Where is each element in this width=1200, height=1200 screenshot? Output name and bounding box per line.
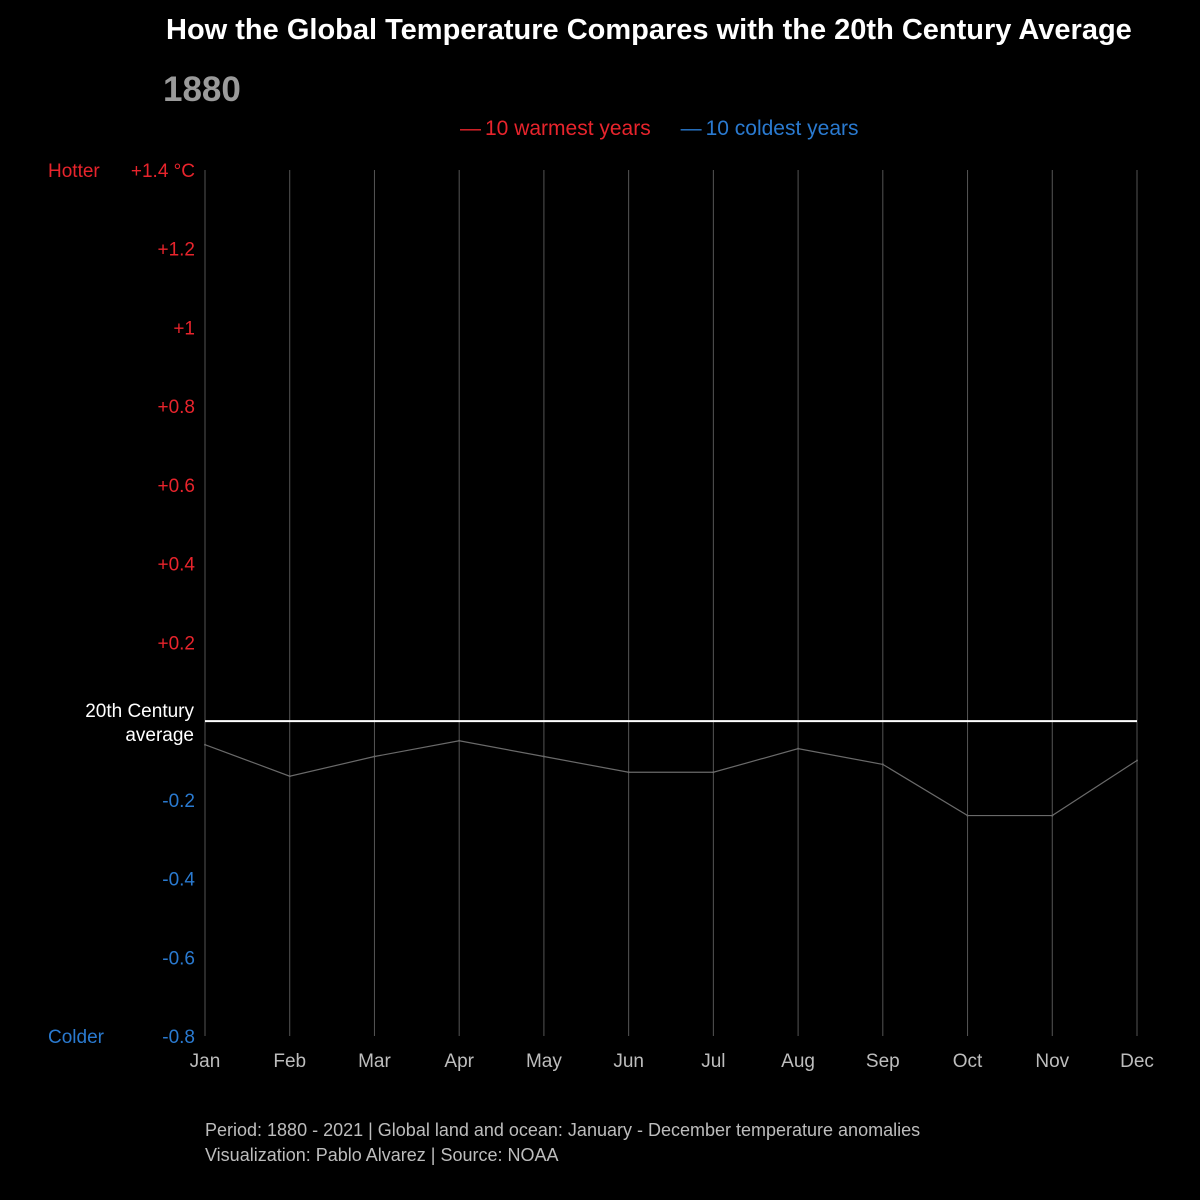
legend: —10 warmest years —10 coldest years [460,117,883,141]
y-tick-label: +1.2 [157,240,195,261]
legend-warmest-marker: — [460,117,481,140]
data-point-jun [627,771,630,774]
legend-coldest-marker: — [680,117,702,140]
y-tick-label: +1 [173,318,195,339]
y-tick-label: +0.2 [157,633,195,654]
x-tick-label-jun: Jun [613,1051,644,1072]
data-point-nov [1051,814,1054,817]
data-point-aug [797,747,800,750]
colder-label: Colder [48,1027,105,1048]
data-point-dec [1136,759,1138,762]
baseline-label-line1: 20th Century [85,701,194,722]
y-tick-label: +1.4 °C [131,161,195,182]
data-point-mar [373,755,376,758]
x-tick-label-aug: Aug [781,1051,815,1072]
y-tick-label: -0.8 [162,1027,195,1048]
x-tick-label-oct: Oct [953,1051,983,1072]
y-tick-label: -0.2 [162,791,195,812]
legend-coldest: —10 coldest years [681,117,859,140]
data-point-may [542,755,545,758]
y-tick-label: +0.4 [157,555,195,576]
legend-warmest: —10 warmest years [460,117,651,140]
chart-title: How the Global Temperature Compares with… [166,14,1132,46]
x-tick-label-mar: Mar [358,1051,391,1072]
data-point-feb [288,775,291,778]
x-tick-label-jan: Jan [190,1051,221,1072]
current-year: 1880 [163,70,241,109]
baseline-label-line2: average [125,725,194,746]
legend-warmest-label: 10 warmest years [485,117,651,140]
y-tick-label: +0.8 [157,397,195,418]
footer: Period: 1880 - 2021 | Global land and oc… [205,1118,920,1168]
y-tick-label: +0.6 [157,476,195,497]
x-tick-label-nov: Nov [1035,1051,1069,1072]
x-tick-label-may: May [526,1051,562,1072]
x-tick-label-jul: Jul [701,1051,725,1072]
legend-coldest-label: 10 coldest years [705,117,859,140]
x-tick-label-feb: Feb [273,1051,306,1072]
footer-period: Period: 1880 - 2021 | Global land and oc… [205,1120,921,1140]
data-point-jan [204,743,206,746]
y-tick-label: -0.4 [162,870,195,891]
x-tick-label-apr: Apr [444,1051,474,1072]
data-point-oct [966,814,969,817]
data-point-apr [458,739,461,742]
data-point-sep [881,763,884,766]
y-tick-label: -0.6 [162,948,195,969]
hotter-label: Hotter [48,161,100,182]
footer-credits: Visualization: Pablo Alvarez | Source: N… [205,1145,559,1165]
x-tick-label-dec: Dec [1120,1051,1154,1072]
series-line-1880 [204,740,1138,817]
x-tick-label-sep: Sep [866,1051,900,1072]
data-point-jul [712,771,715,774]
